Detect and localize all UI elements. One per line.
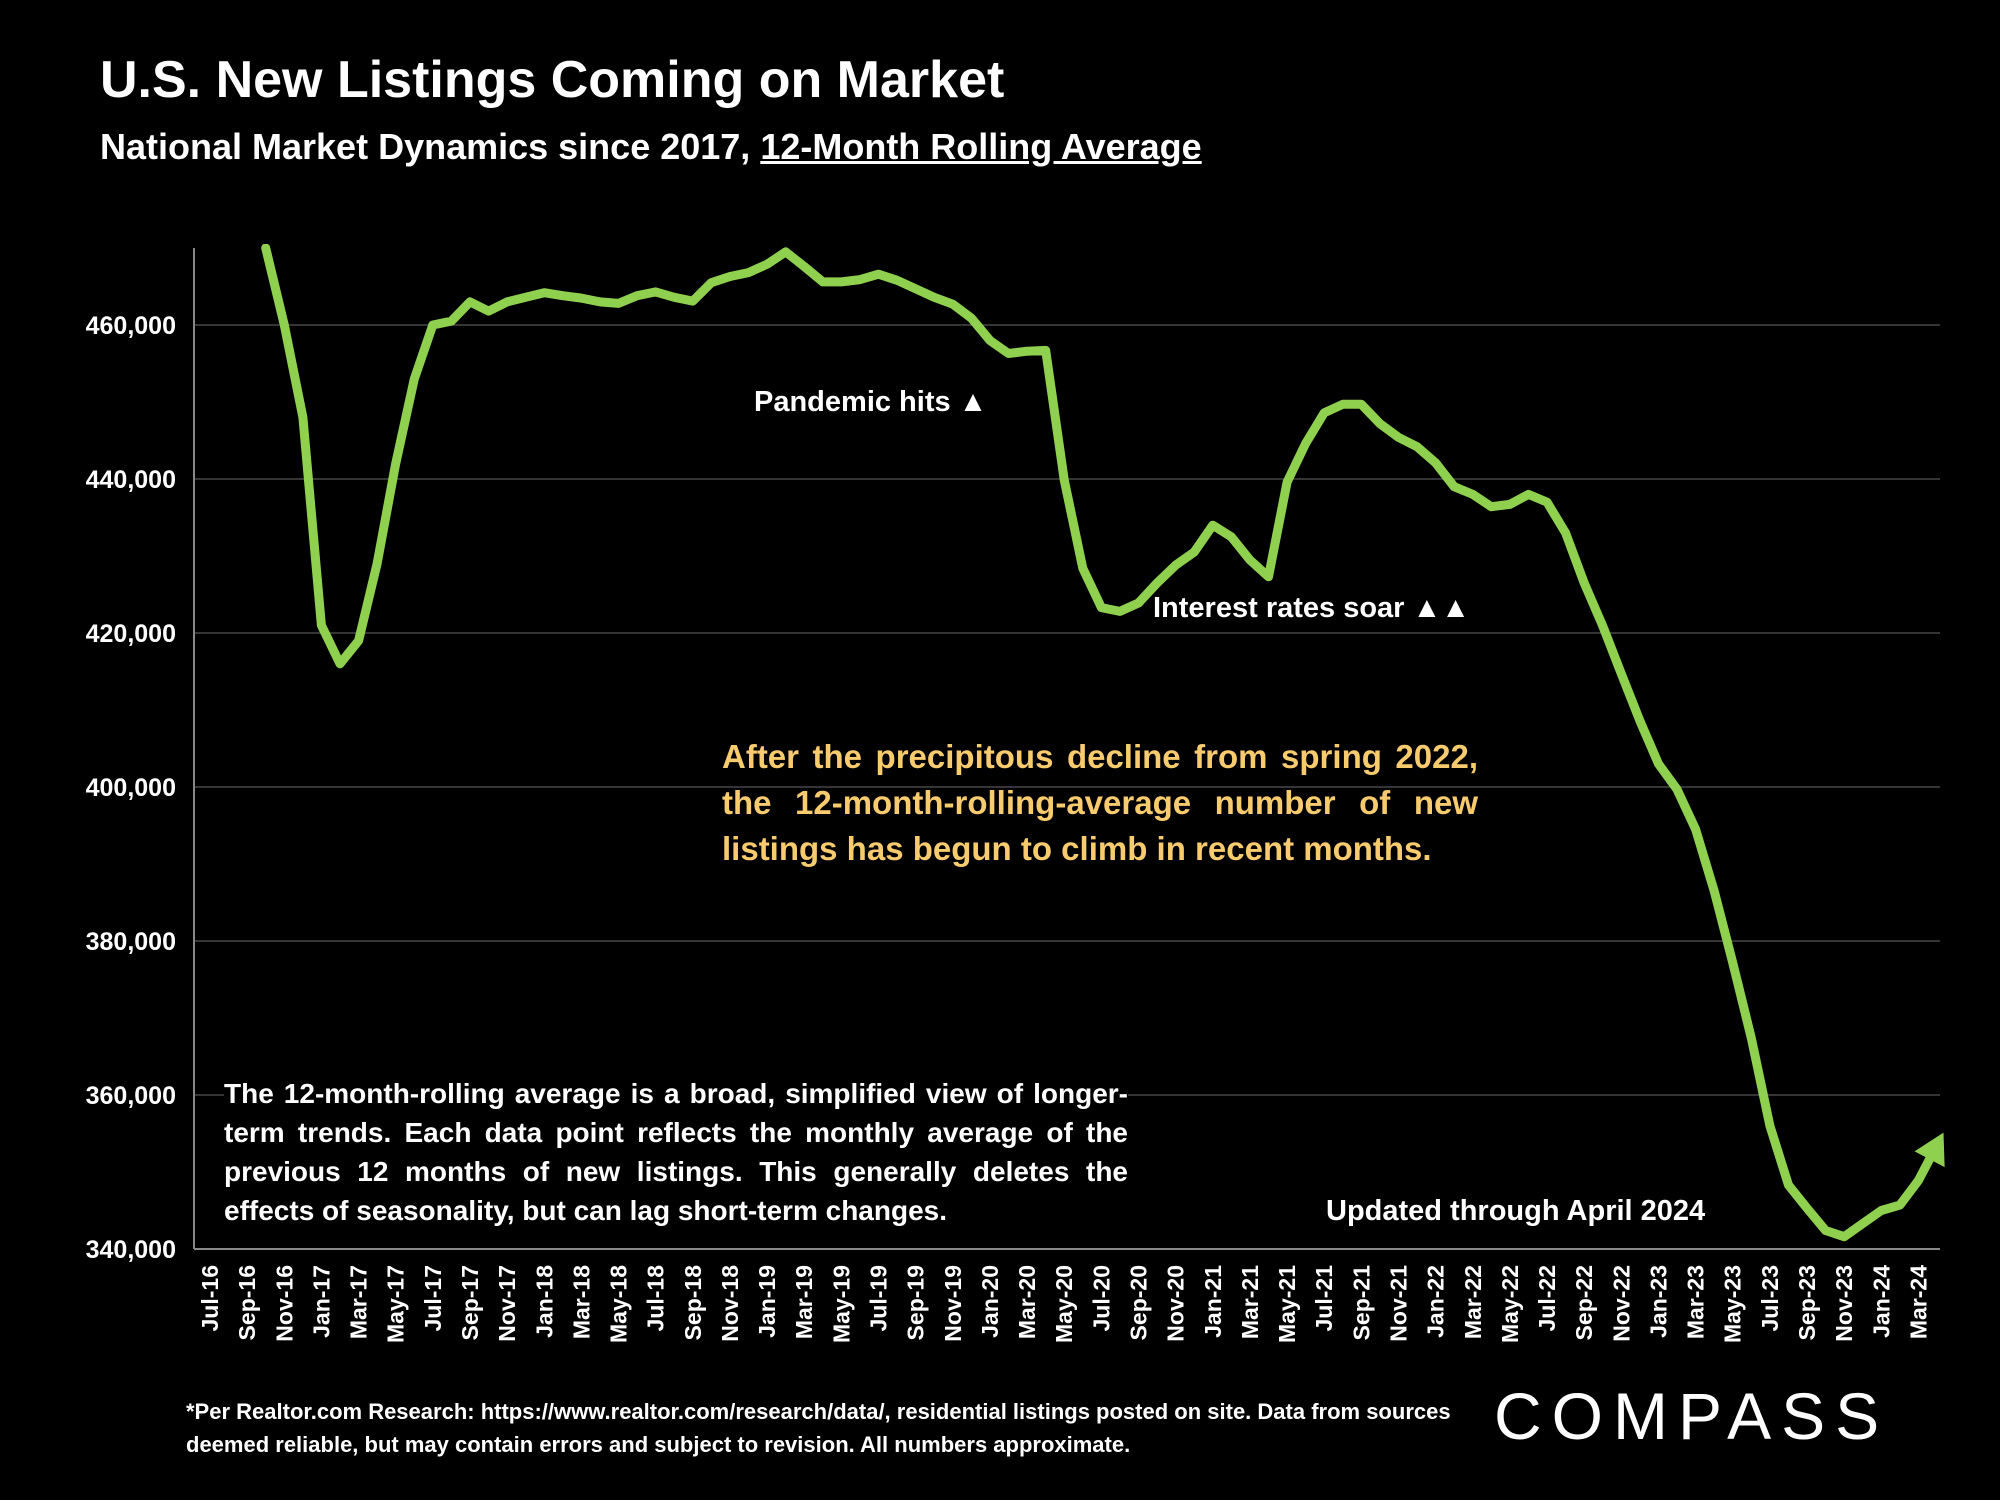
annotation-yellow-note: After the precipitous decline from sprin… [722, 738, 1478, 867]
x-tick-label: May-17 [383, 1265, 409, 1343]
x-tick-label: Nov-16 [271, 1265, 297, 1342]
x-tick-label: Jan-19 [754, 1265, 780, 1338]
series-line-new-listings [261, 244, 1942, 1242]
subtitle-prefix: National Market Dynamics since 2017, [100, 126, 761, 167]
compass-logo: COMPASS [1494, 1379, 1890, 1453]
gridlines [194, 324, 1940, 1096]
y-tick-label: 360,000 [86, 1082, 176, 1110]
x-tick-label: Jan-22 [1423, 1265, 1449, 1338]
x-axis-ticks: Jul-16 Sep-16 Nov-16 Jan-17 Mar-17 May-17 Jul-… [197, 1265, 1931, 1343]
x-tick-label: Sep-18 [680, 1265, 706, 1341]
x-tick-label: Jan-17 [308, 1265, 334, 1338]
x-tick-label: May-23 [1720, 1265, 1746, 1343]
y-tick-label: 380,000 [86, 928, 176, 956]
x-tick-label: Mar-23 [1683, 1265, 1709, 1339]
y-tick-label: 420,000 [86, 620, 176, 648]
x-tick-label: Nov-19 [940, 1265, 966, 1342]
x-tick-label: Sep-19 [903, 1265, 929, 1340]
annotation-methodology-note: The 12-month-rolling average is a broad,… [224, 1070, 1128, 1234]
chart-subtitle: National Market Dynamics since 2017, 12-… [100, 126, 1202, 168]
x-tick-label: Jul-23 [1757, 1265, 1783, 1331]
y-tick-label: 400,000 [86, 774, 176, 802]
x-tick-label: Jan-20 [977, 1265, 1003, 1338]
x-tick-label: May-20 [1051, 1265, 1077, 1343]
x-tick-label: Jan-18 [531, 1265, 557, 1338]
x-tick-label: Nov-17 [494, 1265, 520, 1342]
x-tick-label: May-21 [1274, 1265, 1300, 1343]
x-tick-label: May-22 [1497, 1265, 1523, 1343]
x-tick-label: May-18 [606, 1265, 632, 1343]
annotation-interest-rates: Interest rates soar ▲▲ [1153, 592, 1470, 624]
y-axis-ticks: 340,000 360,000 380,000 400,000 420,000 440,0… [86, 312, 176, 1264]
footer-source-note: *Per Realtor.com Research: https://www.r… [186, 1399, 1451, 1457]
x-tick-label: Mar-22 [1460, 1265, 1486, 1339]
x-tick-label: Mar-17 [346, 1265, 372, 1339]
x-tick-label: Jul-21 [1311, 1265, 1337, 1332]
x-tick-label: Mar-19 [791, 1265, 817, 1339]
x-tick-label: Jul-19 [866, 1265, 892, 1331]
annotation-pandemic: Pandemic hits ▲ [754, 386, 988, 418]
x-tick-label: Jul-20 [1088, 1265, 1114, 1331]
x-tick-label: Mar-20 [1014, 1265, 1040, 1339]
x-tick-label: Sep-17 [457, 1265, 483, 1340]
x-tick-label: Mar-24 [1905, 1265, 1931, 1339]
chart-title: U.S. New Listings Coming on Market [100, 51, 1005, 109]
x-tick-label: Jan-21 [1200, 1265, 1226, 1338]
x-tick-label: Jan-24 [1868, 1265, 1894, 1338]
x-tick-label: Sep-21 [1348, 1265, 1374, 1341]
x-tick-label: Nov-20 [1163, 1265, 1189, 1342]
y-tick-label: 440,000 [86, 466, 176, 494]
x-tick-label: Jan-23 [1645, 1265, 1671, 1338]
x-tick-label: Sep-16 [234, 1265, 260, 1340]
x-tick-label: Sep-23 [1794, 1265, 1820, 1340]
x-tick-label: Nov-18 [717, 1265, 743, 1342]
x-tick-label: Nov-22 [1608, 1265, 1634, 1342]
x-tick-label: Nov-21 [1385, 1265, 1411, 1342]
trend-arrow-head-icon [1914, 1132, 1945, 1168]
x-tick-label: Mar-18 [568, 1265, 594, 1339]
x-tick-label: Jul-22 [1534, 1265, 1560, 1331]
x-tick-label: Nov-23 [1831, 1265, 1857, 1342]
x-tick-label: Sep-22 [1571, 1265, 1597, 1340]
y-tick-label: 340,000 [86, 1236, 176, 1264]
x-tick-label: Jul-17 [420, 1265, 446, 1331]
x-tick-label: May-19 [828, 1265, 854, 1343]
x-tick-label: Jul-16 [197, 1265, 223, 1331]
x-tick-label: Sep-20 [1126, 1265, 1152, 1340]
y-tick-label: 460,000 [86, 312, 176, 340]
subtitle-underlined: 12-Month Rolling Average [760, 126, 1202, 167]
annotation-updated: Updated through April 2024 [1326, 1195, 1706, 1227]
x-tick-label: Mar-21 [1237, 1265, 1263, 1339]
x-tick-label: Jul-18 [643, 1265, 669, 1332]
